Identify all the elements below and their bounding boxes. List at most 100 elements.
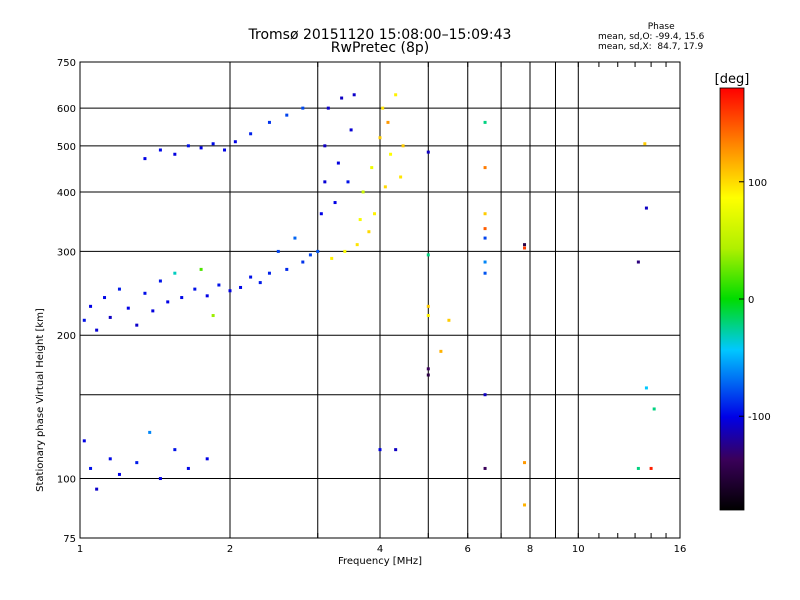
data-point bbox=[483, 236, 487, 240]
data-point bbox=[483, 393, 487, 397]
x-tick-label: 8 bbox=[527, 544, 533, 555]
y-tick-label: 75 bbox=[63, 534, 76, 545]
data-point bbox=[158, 279, 162, 283]
chart-grid bbox=[80, 62, 680, 538]
data-point bbox=[323, 180, 327, 184]
data-point bbox=[636, 466, 640, 470]
data-point bbox=[389, 152, 393, 156]
phase-info-heading: Phase bbox=[647, 22, 675, 32]
data-point bbox=[394, 93, 398, 97]
colorbar-unit-label: [deg] bbox=[715, 72, 750, 87]
x-tick-label: 2 bbox=[227, 544, 233, 555]
y-axis-ticks: 75 100 200 300 400 500 600 750 bbox=[57, 58, 76, 545]
data-point bbox=[199, 146, 203, 150]
data-point bbox=[340, 96, 344, 100]
data-point bbox=[89, 466, 93, 470]
data-point bbox=[483, 227, 487, 231]
data-point bbox=[95, 487, 99, 491]
data-point bbox=[352, 93, 356, 97]
data-point bbox=[217, 283, 221, 287]
data-point bbox=[383, 185, 387, 189]
data-point bbox=[258, 281, 262, 285]
phase-info-box: Phase mean, sd,O: -99.4, 15.6 mean, sd,X:… bbox=[598, 22, 704, 52]
x-axis-label: Frequency [MHz] bbox=[337, 556, 423, 567]
data-point bbox=[108, 315, 112, 319]
x-tick-label: 16 bbox=[674, 544, 687, 555]
data-point bbox=[644, 206, 648, 210]
data-point bbox=[143, 157, 147, 161]
data-point bbox=[249, 132, 253, 136]
x-tick-label: 6 bbox=[465, 544, 471, 555]
data-point bbox=[343, 249, 347, 253]
data-point bbox=[483, 260, 487, 264]
data-point bbox=[333, 201, 337, 205]
data-point bbox=[285, 267, 289, 271]
data-point bbox=[117, 472, 121, 476]
y-tick-label: 100 bbox=[57, 475, 76, 486]
data-point bbox=[643, 142, 647, 146]
data-point bbox=[180, 296, 184, 300]
data-point bbox=[173, 271, 177, 275]
data-point bbox=[186, 144, 190, 148]
y-tick-label: 300 bbox=[57, 247, 76, 258]
y-tick-label: 500 bbox=[57, 142, 76, 153]
data-point bbox=[523, 461, 527, 465]
data-point bbox=[361, 190, 365, 194]
data-point bbox=[483, 166, 487, 170]
x-tick-label: 4 bbox=[377, 544, 383, 555]
x-tick-label: 10 bbox=[572, 544, 585, 555]
data-point bbox=[211, 142, 215, 146]
data-point bbox=[205, 294, 209, 298]
y-tick-label: 600 bbox=[57, 104, 76, 115]
data-point bbox=[649, 466, 653, 470]
data-point bbox=[158, 477, 162, 481]
y-tick-label: 750 bbox=[57, 58, 76, 69]
data-point bbox=[103, 296, 107, 300]
data-point bbox=[316, 249, 320, 253]
data-point bbox=[483, 120, 487, 124]
data-point bbox=[426, 253, 430, 257]
data-point bbox=[148, 430, 152, 434]
data-point bbox=[186, 466, 190, 470]
data-point bbox=[135, 323, 139, 327]
y-tick-label: 200 bbox=[57, 331, 76, 342]
data-point bbox=[523, 503, 527, 507]
phase-info-line-o: mean, sd,O: -99.4, 15.6 bbox=[598, 32, 705, 42]
data-point bbox=[199, 267, 203, 271]
x-axis-ticks: 1 2 4 6 8 10 16 bbox=[77, 62, 687, 555]
data-point bbox=[95, 328, 99, 332]
data-point bbox=[426, 304, 430, 308]
data-point bbox=[89, 304, 93, 308]
data-point bbox=[373, 212, 377, 216]
data-point bbox=[319, 212, 323, 216]
data-point bbox=[401, 144, 405, 148]
data-point bbox=[426, 367, 430, 371]
data-point bbox=[439, 349, 443, 353]
colorbar-tick-label: 0 bbox=[748, 295, 754, 306]
data-point bbox=[636, 260, 640, 264]
data-point bbox=[223, 148, 227, 152]
data-points bbox=[82, 93, 656, 507]
data-point bbox=[426, 373, 430, 377]
data-point bbox=[378, 136, 382, 140]
data-point bbox=[228, 289, 232, 293]
data-point bbox=[301, 106, 305, 110]
data-point bbox=[523, 243, 527, 247]
data-point bbox=[483, 212, 487, 216]
colorbar-tick-label: 100 bbox=[748, 178, 767, 189]
data-point bbox=[239, 285, 243, 289]
data-point bbox=[370, 166, 374, 170]
data-point bbox=[330, 256, 334, 260]
data-point bbox=[267, 120, 271, 124]
data-point bbox=[151, 309, 155, 313]
x-tick-label: 1 bbox=[77, 544, 83, 555]
colorbar-ticks: 100 0 -100 bbox=[739, 178, 771, 423]
data-point bbox=[394, 448, 398, 452]
data-point bbox=[211, 314, 215, 318]
data-point bbox=[523, 246, 527, 250]
data-point bbox=[336, 161, 340, 165]
colorbar-tick-label: -100 bbox=[748, 412, 771, 423]
data-point bbox=[358, 218, 362, 222]
chart-title: Tromsø 20151120 15:08:00–15:09:43 bbox=[248, 27, 512, 43]
